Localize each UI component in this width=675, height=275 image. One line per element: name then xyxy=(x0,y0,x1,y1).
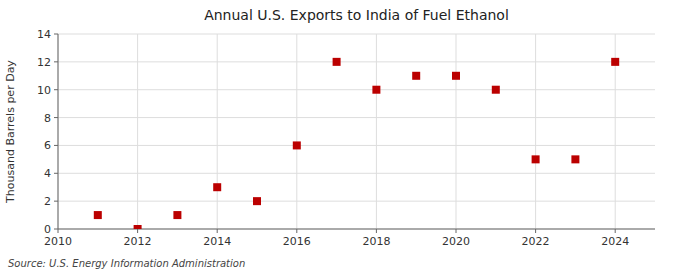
x-grid-line xyxy=(376,34,377,229)
x-tick xyxy=(376,229,377,233)
x-tick-label: 2016 xyxy=(283,235,311,248)
y-grid-line xyxy=(58,89,655,90)
point xyxy=(372,86,380,94)
y-grid-line xyxy=(58,34,655,35)
y-grid-line xyxy=(58,117,655,118)
x-tick-label: 2024 xyxy=(601,235,629,248)
x-tick xyxy=(615,229,616,233)
points xyxy=(94,58,619,229)
y-tick-label: 0 xyxy=(44,223,51,236)
chart-container: 2010 2012 2014 2016 2018 2020 2022 2024 0 2 4 6 8 10 1… xyxy=(0,0,675,275)
x-tick xyxy=(296,229,297,233)
point xyxy=(173,211,181,219)
y-tick xyxy=(54,61,58,62)
chart-svg: 2010 2012 2014 2016 2018 2020 2022 2024 0 2 4 6 8 10 1… xyxy=(0,0,675,275)
point xyxy=(253,197,261,205)
x-tick-label: 2022 xyxy=(522,235,550,248)
x-tick xyxy=(217,229,218,233)
y-tick xyxy=(54,229,58,230)
x-grid-line xyxy=(58,34,59,229)
y-axis-label: Thousand Barrels per Day xyxy=(4,60,17,204)
x-tick xyxy=(137,229,138,233)
point xyxy=(134,225,142,229)
y-tick xyxy=(54,173,58,174)
point xyxy=(611,58,619,66)
y-tick xyxy=(54,89,58,90)
x-tick-label: 2010 xyxy=(44,235,72,248)
y-tick xyxy=(54,201,58,202)
title: Annual U.S. Exports to India of Fuel Eth… xyxy=(204,7,509,23)
point xyxy=(492,86,500,94)
y-tick-label: 14 xyxy=(37,28,51,41)
point xyxy=(213,183,221,191)
y-grid-line xyxy=(58,229,655,230)
x-tick xyxy=(535,229,536,233)
y-grid-line xyxy=(58,173,655,174)
x-axis-line xyxy=(58,229,655,230)
y-grid-line xyxy=(58,61,655,62)
point xyxy=(571,155,579,163)
y-tick-label: 8 xyxy=(44,112,51,125)
y-tick-label: 6 xyxy=(44,139,51,152)
x-tick-label: 2018 xyxy=(362,235,390,248)
x-grid-line xyxy=(217,34,218,229)
x-tick-label: 2014 xyxy=(203,235,231,248)
point xyxy=(293,141,301,149)
grid xyxy=(58,34,655,229)
y-grid-line xyxy=(58,201,655,202)
y-tick xyxy=(54,34,58,35)
x-grid-line xyxy=(137,34,138,229)
point xyxy=(333,58,341,66)
y-axis-line xyxy=(58,34,59,229)
y-tick-label: 12 xyxy=(37,56,51,69)
point xyxy=(412,72,420,80)
ticks: 2010 2012 2014 2016 2018 2020 2022 2024 0 2 4 6 8 10 1… xyxy=(37,28,629,248)
x-tick-label: 2020 xyxy=(442,235,470,248)
y-tick xyxy=(54,145,58,146)
point xyxy=(532,155,540,163)
y-tick xyxy=(54,117,58,118)
point xyxy=(94,211,102,219)
x-tick xyxy=(456,229,457,233)
x-grid-line xyxy=(535,34,536,229)
x-tick-label: 2012 xyxy=(124,235,152,248)
x-grid-line xyxy=(296,34,297,229)
point xyxy=(452,72,460,80)
x-tick xyxy=(58,229,59,233)
y-grid-line xyxy=(58,145,655,146)
y-tick-label: 10 xyxy=(37,84,51,97)
y-tick-label: 4 xyxy=(44,167,51,180)
x-grid-line xyxy=(456,34,457,229)
source-note: Source: U.S. Energy Information Administ… xyxy=(8,258,245,269)
y-tick-label: 2 xyxy=(44,195,51,208)
